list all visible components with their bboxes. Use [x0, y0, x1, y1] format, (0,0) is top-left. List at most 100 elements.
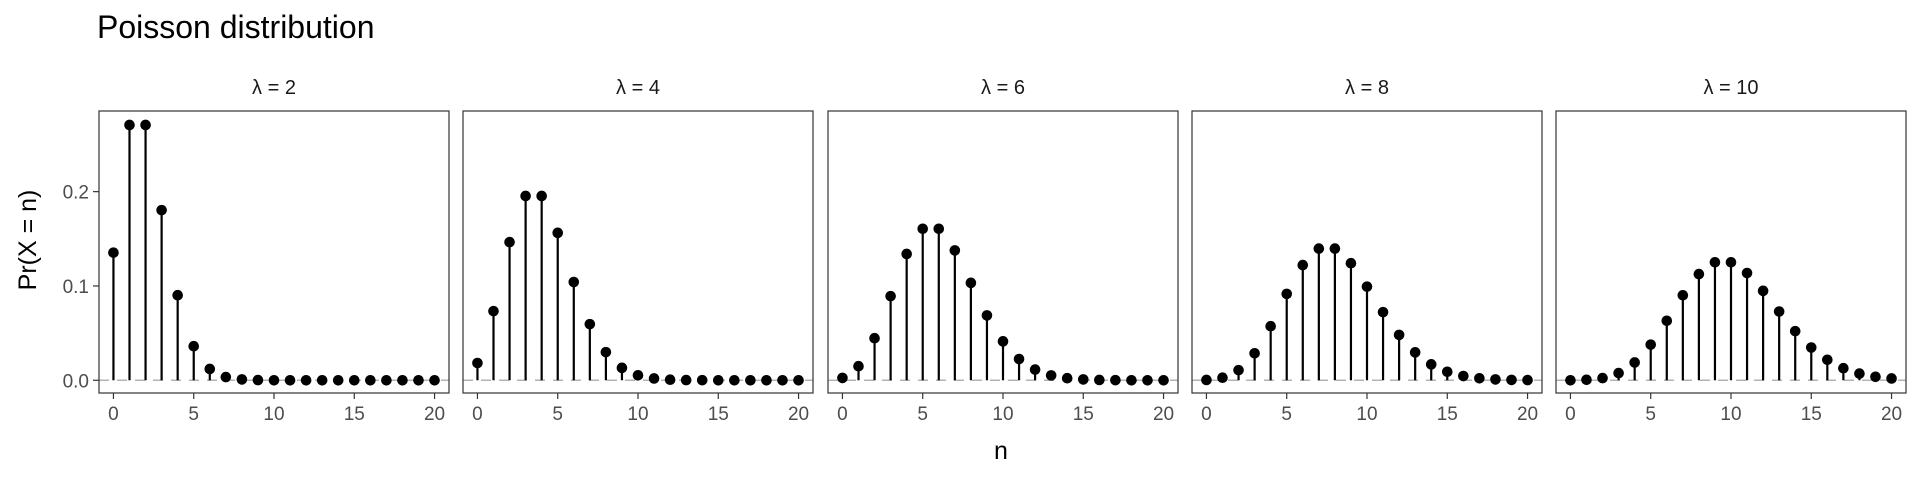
data-point: [268, 374, 280, 386]
panel-border: [98, 110, 450, 394]
data-point: [488, 305, 499, 317]
data-point: [348, 374, 360, 386]
data-point: [1441, 366, 1453, 378]
data-point: [901, 248, 912, 260]
data-point: [1265, 320, 1276, 332]
facet-panels: λ = 20 5 10 15 200.00.10.2λ = 40 5 10 15 20λ = 6…: [63, 77, 1907, 425]
data-point: [1233, 364, 1244, 376]
data-point: [729, 374, 740, 386]
data-point: [520, 190, 531, 202]
data-point: [252, 374, 264, 386]
data-point: [1313, 243, 1325, 254]
data-point: [397, 374, 408, 386]
x-tick-label: 0: [1201, 404, 1212, 425]
data-point: [1201, 374, 1212, 386]
data-point: [1029, 364, 1041, 375]
data-point: [600, 346, 612, 358]
data-point: [1474, 372, 1485, 384]
data-point: [1789, 325, 1801, 337]
x-tick-label: 5: [1281, 404, 1292, 425]
facet-strip-label: λ = 2: [252, 77, 296, 99]
data-point: [853, 360, 864, 372]
data-point: [1281, 288, 1293, 300]
data-point: [381, 374, 392, 386]
x-tick-label: 20: [788, 404, 809, 425]
data-point: [1822, 354, 1833, 366]
data-point: [1377, 306, 1389, 318]
x-tick-label: 20: [1881, 404, 1902, 425]
data-point: [236, 374, 248, 385]
data-point: [997, 336, 1009, 347]
data-point: [1854, 368, 1865, 379]
data-point: [1249, 347, 1260, 359]
data-point: [284, 374, 296, 386]
data-point: [1094, 374, 1105, 386]
data-point: [632, 369, 644, 381]
data-point: [1693, 268, 1705, 280]
data-point: [365, 374, 376, 386]
data-point: [1506, 374, 1517, 386]
x-tick-label: 0: [837, 404, 848, 425]
y-tick-label: 0.0: [63, 371, 89, 392]
x-tick-label: 20: [424, 404, 445, 425]
data-point: [332, 374, 344, 386]
data-point: [1490, 374, 1501, 385]
data-point: [108, 247, 119, 258]
data-point: [1773, 306, 1785, 317]
data-point: [949, 245, 961, 256]
x-tick-label: 15: [708, 404, 729, 425]
data-point: [300, 374, 312, 386]
data-point: [504, 236, 515, 248]
data-point: [1217, 372, 1228, 384]
panel-border: [462, 110, 814, 394]
data-point: [1393, 329, 1405, 341]
x-tick-label: 15: [344, 404, 365, 425]
data-point: [188, 340, 200, 352]
x-axis-title: n: [994, 437, 1008, 465]
data-point: [933, 223, 945, 235]
y-axis-title: Pr(X = n): [14, 190, 42, 291]
data-point: [1077, 374, 1089, 385]
facet-strip-label: λ = 4: [616, 77, 660, 99]
data-point: [917, 223, 929, 235]
data-point: [1581, 374, 1592, 386]
data-point: [316, 374, 328, 386]
data-point: [981, 310, 993, 321]
y-tick-label: 0.2: [63, 183, 89, 204]
x-tick-label: 5: [552, 404, 563, 425]
data-point: [1805, 342, 1817, 353]
data-point: [837, 372, 848, 384]
data-point: [745, 374, 756, 386]
data-point: [1886, 373, 1897, 384]
data-point: [1142, 374, 1153, 386]
data-point: [1158, 374, 1169, 386]
x-tick-label: 0: [1565, 404, 1576, 425]
data-point: [552, 227, 564, 239]
data-point: [568, 276, 580, 288]
data-point: [429, 374, 440, 386]
data-point: [1725, 256, 1737, 268]
x-tick-label: 5: [917, 404, 928, 425]
data-point: [712, 374, 724, 386]
x-tick-label: 10: [1720, 404, 1741, 425]
data-point: [584, 318, 596, 330]
data-point: [1522, 374, 1533, 386]
x-tick-label: 15: [1801, 404, 1822, 425]
data-point: [1458, 370, 1469, 382]
data-point: [885, 290, 896, 302]
x-tick-label: 10: [1356, 404, 1377, 425]
data-point: [777, 374, 788, 386]
data-point: [616, 362, 628, 374]
data-point: [696, 374, 708, 386]
x-tick-label: 0: [108, 404, 119, 425]
data-point: [220, 371, 232, 383]
x-tick-label: 20: [1517, 404, 1538, 425]
data-point: [1741, 267, 1753, 279]
data-point: [1757, 285, 1769, 297]
data-point: [1645, 339, 1657, 350]
facet-panel-2: λ = 4 0 5 10 15 20: [462, 77, 814, 425]
data-point: [965, 277, 977, 289]
data-point: [1297, 259, 1309, 271]
data-point: [156, 204, 167, 216]
